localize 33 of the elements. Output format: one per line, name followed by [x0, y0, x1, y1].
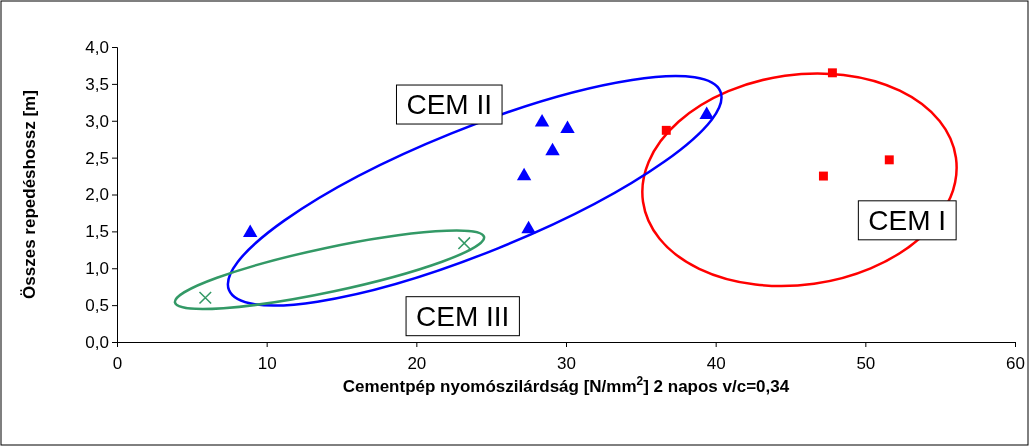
point	[457, 236, 471, 250]
x-axis-title: Cementpép nyomószilárdság [N/mm$^{2}$] 2 napos v/c=0,34	[342, 374, 790, 396]
point	[818, 171, 828, 181]
point	[243, 224, 258, 238]
y-axis-title: Összes repedéshossz [m]	[20, 90, 39, 299]
series-label: CEM I	[868, 204, 947, 236]
y-tick-label: 4,0	[85, 37, 109, 57]
point	[516, 167, 532, 181]
point	[545, 142, 560, 156]
y-tick-label: 1,0	[85, 259, 109, 279]
y-tick-label: 2,0	[85, 185, 109, 205]
y-tick-label: 0,5	[85, 296, 109, 316]
point	[560, 120, 575, 134]
x-tick-label: 10	[257, 353, 277, 373]
point	[699, 106, 714, 120]
series-label: CEM II	[406, 89, 493, 121]
text: CEM III	[416, 300, 510, 332]
point	[534, 113, 550, 127]
point	[198, 291, 212, 305]
point	[521, 220, 536, 234]
y-tick-label: 2,5	[85, 148, 109, 168]
x-tick-label: 40	[706, 353, 726, 373]
x-tick-label: 50	[856, 353, 876, 373]
y-tick-label: 0,0	[85, 332, 109, 352]
point	[661, 125, 671, 135]
y-tick-label: 3,5	[85, 74, 109, 94]
point	[884, 155, 894, 165]
y-tick-label: 1,5	[85, 222, 109, 242]
y-tick-label: 3,0	[85, 111, 109, 131]
x-tick-label: 30	[557, 353, 576, 373]
x-tick-label: 0	[112, 353, 123, 373]
x-tick-label: 20	[407, 353, 427, 373]
x-tick-label: 60	[1006, 353, 1025, 373]
